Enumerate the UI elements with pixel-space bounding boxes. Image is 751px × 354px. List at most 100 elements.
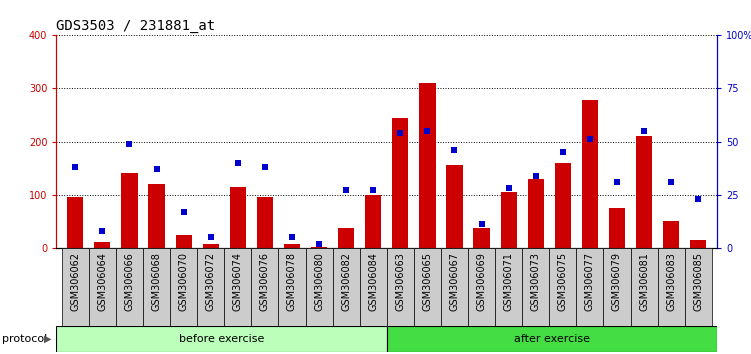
Point — [475, 222, 487, 227]
Bar — [663, 221, 680, 248]
Bar — [658, 248, 685, 336]
Bar — [528, 179, 544, 248]
Bar — [441, 248, 468, 336]
Text: GSM306085: GSM306085 — [693, 252, 703, 311]
Bar — [414, 248, 441, 336]
Point — [69, 164, 81, 170]
Point — [448, 147, 460, 153]
Point — [584, 137, 596, 142]
Text: GSM306083: GSM306083 — [666, 252, 676, 311]
Bar — [203, 244, 219, 248]
Bar — [176, 234, 192, 248]
Bar — [555, 163, 571, 248]
Bar — [198, 248, 225, 336]
Bar — [549, 248, 576, 336]
Bar — [387, 248, 414, 336]
Bar — [67, 198, 83, 248]
Point — [529, 173, 541, 178]
Bar — [62, 248, 89, 336]
Text: before exercise: before exercise — [179, 334, 264, 344]
Point — [123, 141, 135, 147]
Bar — [230, 187, 246, 248]
Text: GSM306063: GSM306063 — [395, 252, 406, 311]
Bar — [685, 248, 712, 336]
Text: GSM306073: GSM306073 — [531, 252, 541, 311]
Text: ▶: ▶ — [44, 334, 51, 344]
Bar — [446, 165, 463, 248]
Text: GSM306078: GSM306078 — [287, 252, 297, 311]
Bar — [609, 208, 625, 248]
Point — [205, 234, 217, 240]
Text: GSM306084: GSM306084 — [368, 252, 379, 311]
Text: GSM306068: GSM306068 — [152, 252, 161, 311]
Point — [611, 179, 623, 185]
Text: after exercise: after exercise — [514, 334, 590, 344]
Bar — [338, 228, 354, 248]
Bar — [631, 248, 658, 336]
Bar — [495, 248, 522, 336]
Point — [150, 166, 162, 172]
Point — [394, 130, 406, 136]
Bar — [473, 228, 490, 248]
Bar — [365, 195, 382, 248]
Point — [96, 228, 108, 234]
Bar — [116, 248, 143, 336]
Point — [286, 234, 298, 240]
Bar — [576, 248, 604, 336]
Text: GSM306082: GSM306082 — [341, 252, 351, 311]
Text: GSM306077: GSM306077 — [585, 252, 595, 312]
Point — [367, 188, 379, 193]
Bar — [284, 244, 300, 248]
Bar — [387, 326, 717, 352]
Text: GSM306067: GSM306067 — [450, 252, 460, 311]
Text: GSM306072: GSM306072 — [206, 252, 216, 312]
Bar — [582, 100, 598, 248]
Point — [665, 179, 677, 185]
Point — [232, 160, 244, 166]
Bar — [468, 248, 495, 336]
Bar — [636, 136, 652, 248]
Text: GSM306065: GSM306065 — [422, 252, 433, 311]
Text: GSM306071: GSM306071 — [504, 252, 514, 311]
Text: GSM306070: GSM306070 — [179, 252, 189, 311]
Bar — [311, 247, 327, 248]
Bar — [170, 248, 198, 336]
Bar — [122, 173, 137, 248]
Point — [502, 185, 514, 191]
Point — [259, 164, 271, 170]
Text: GSM306081: GSM306081 — [639, 252, 649, 311]
Text: GSM306074: GSM306074 — [233, 252, 243, 311]
Point — [178, 209, 190, 215]
Text: GDS3503 / 231881_at: GDS3503 / 231881_at — [56, 19, 216, 33]
Bar — [225, 248, 252, 336]
Point — [313, 241, 325, 246]
Bar — [419, 83, 436, 248]
Text: GSM306064: GSM306064 — [98, 252, 107, 311]
Text: GSM306075: GSM306075 — [558, 252, 568, 312]
Point — [638, 128, 650, 134]
Bar — [333, 248, 360, 336]
Bar — [690, 240, 707, 248]
Bar — [306, 248, 333, 336]
Bar — [360, 248, 387, 336]
Bar — [89, 248, 116, 336]
Bar — [149, 184, 164, 248]
Bar — [522, 248, 549, 336]
Bar — [143, 248, 170, 336]
Text: GSM306066: GSM306066 — [125, 252, 134, 311]
Text: GSM306069: GSM306069 — [477, 252, 487, 311]
Text: GSM306080: GSM306080 — [314, 252, 324, 311]
Text: protocol: protocol — [2, 334, 47, 344]
Bar — [392, 118, 409, 248]
Point — [692, 196, 704, 202]
Bar — [252, 248, 279, 336]
Text: GSM306062: GSM306062 — [71, 252, 80, 311]
Text: GSM306079: GSM306079 — [612, 252, 622, 311]
Text: GSM306076: GSM306076 — [260, 252, 270, 311]
Bar — [279, 248, 306, 336]
Bar — [56, 326, 387, 352]
Point — [421, 128, 433, 134]
Point — [556, 149, 569, 155]
Bar — [94, 242, 110, 248]
Bar — [500, 192, 517, 248]
